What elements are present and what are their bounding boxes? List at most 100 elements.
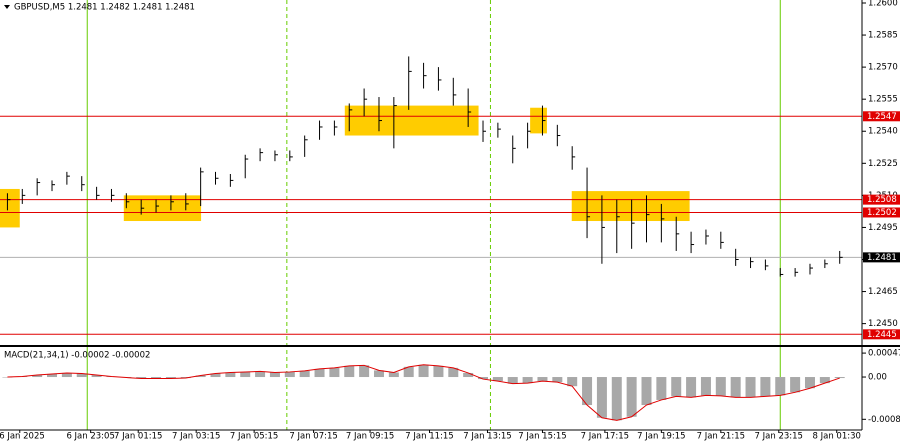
x-tick-label: 7 Jan 17:15	[581, 432, 629, 441]
x-tick-label: 7 Jan 23:15	[755, 432, 803, 441]
macd-bar	[180, 377, 191, 379]
macd-y-tick-label: -0.00083	[868, 415, 900, 425]
macd-bar	[745, 377, 756, 398]
x-tick-label: 7 Jan 09:15	[346, 432, 394, 441]
macd-bar	[136, 377, 147, 379]
macd-bar	[819, 377, 830, 384]
macd-bar	[225, 372, 236, 378]
x-tick-label: 7 Jan 19:15	[637, 432, 685, 441]
x-tick-label: 6 Jan 23:05	[66, 432, 114, 441]
macd-bar	[359, 365, 370, 378]
x-tick-label: 7 Jan 01:15	[114, 432, 162, 441]
macd-bar	[552, 377, 563, 383]
macd-bar	[151, 377, 162, 379]
level-label-box	[863, 329, 900, 340]
zone	[571, 191, 690, 222]
x-tick-label: 7 Jan 21:15	[697, 432, 745, 441]
level-label-box	[863, 194, 900, 205]
macd-bar	[32, 374, 43, 378]
y-tick-label: 1.2570	[868, 63, 898, 73]
macd-bar	[492, 377, 503, 382]
macd-bar	[314, 368, 325, 378]
level-label: 1.2445	[867, 330, 897, 340]
macd-bar	[730, 377, 741, 398]
macd-bar	[537, 377, 548, 382]
x-tick-label: 6 Jan 2025	[0, 432, 45, 441]
macd-bar	[299, 370, 310, 378]
macd-bar	[626, 377, 637, 417]
level-label: 1.2508	[867, 195, 897, 205]
macd-bar	[582, 377, 593, 406]
y-tick-label: 1.2495	[868, 223, 898, 233]
x-tick-label: 7 Jan 07:15	[289, 432, 337, 441]
macd-bar	[790, 377, 801, 393]
y-tick-label: 1.2450	[868, 319, 898, 329]
x-tick-label: 7 Jan 11:15	[405, 432, 453, 441]
macd-bar	[165, 377, 176, 379]
macd-bar	[834, 377, 845, 379]
macd-signal	[7, 364, 840, 421]
macd-title: MACD(21,34,1) -0.00002 -0.00002	[4, 351, 150, 361]
chart-title: GBPUSD,M5 1.2481 1.2482 1.2481 1.2481	[14, 3, 195, 13]
macd-bar	[284, 371, 295, 378]
macd-bar	[478, 377, 489, 380]
macd-bar	[76, 373, 87, 378]
macd-bar	[61, 372, 72, 378]
level-label-box	[863, 111, 900, 122]
macd-y-tick-label: 0.00047	[868, 349, 900, 359]
macd-bar	[507, 377, 518, 384]
macd-y-tick-label: 0.00	[868, 373, 887, 383]
x-tick-label: 7 Jan 13:15	[463, 432, 511, 441]
y-tick-label: 1.2540	[868, 127, 898, 137]
y-tick-label: 1.2585	[868, 31, 898, 41]
y-tick-label: 1.2465	[868, 287, 898, 297]
macd-bar	[641, 377, 652, 406]
x-tick-label: 7 Jan 05:15	[230, 432, 278, 441]
macd-bar	[686, 377, 697, 398]
macd-bar	[47, 373, 58, 378]
macd-bar	[344, 365, 355, 378]
macd-bar	[91, 374, 102, 378]
macd-bar	[671, 377, 682, 397]
y-tick-label: 1.2525	[868, 159, 898, 169]
macd-bar	[804, 377, 815, 389]
macd-bar	[240, 371, 251, 378]
x-tick-label: 7 Jan 03:15	[172, 432, 220, 441]
macd-bar	[403, 366, 414, 378]
macd-bar	[611, 377, 622, 421]
level-label-box	[863, 207, 900, 218]
macd-bar	[596, 377, 607, 418]
macd-bar	[388, 372, 399, 378]
macd-bar	[715, 377, 726, 396]
zone	[344, 105, 479, 136]
collapse-icon	[4, 5, 10, 9]
level-label: 1.2547	[867, 112, 897, 122]
macd-bar	[195, 375, 206, 378]
macd-bar	[418, 364, 429, 378]
level-label: 1.2502	[867, 208, 897, 218]
macd-bar	[522, 377, 533, 384]
macd-bar	[463, 372, 474, 378]
macd-bar	[2, 377, 13, 378]
macd-bar	[329, 367, 340, 378]
macd-bar	[269, 372, 280, 378]
x-tick-label: 7 Jan 15:15	[518, 432, 566, 441]
y-tick-label: 1.2555	[868, 95, 898, 105]
macd-bar	[656, 377, 667, 400]
macd-bar	[210, 373, 221, 378]
zone	[0, 188, 20, 228]
x-tick-label: 8 Jan 01:30	[813, 432, 861, 441]
macd-bar	[567, 377, 578, 387]
last-price-label: 1.2481	[867, 253, 897, 263]
y-tick-label: 1.2600	[868, 0, 898, 8]
macd-bar	[700, 377, 711, 396]
macd-bar	[255, 371, 266, 378]
macd-bar	[448, 367, 459, 378]
macd-bar	[775, 377, 786, 396]
last-price-box	[863, 252, 900, 263]
macd-bar	[760, 377, 771, 397]
macd-bar	[373, 370, 384, 378]
macd-bar	[433, 365, 444, 378]
